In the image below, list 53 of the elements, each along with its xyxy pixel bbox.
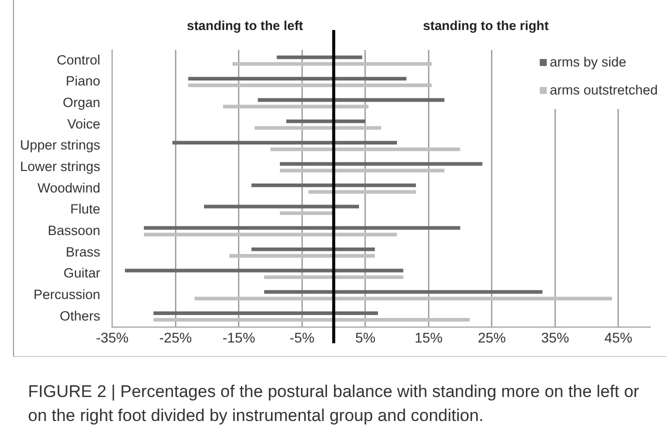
bar [280,162,482,166]
bar [264,290,542,294]
bar [270,147,460,152]
y-tick-label: Voice [67,116,100,132]
bar [254,126,382,130]
bar [264,275,404,280]
x-tick-label: 35% [541,329,570,346]
bar [153,311,378,316]
y-tick-label: Woodwind [37,180,100,196]
bar [229,254,375,258]
y-tick-label: Percussion [33,286,100,302]
bar [280,168,444,172]
bar [276,56,362,60]
bar [204,204,359,208]
x-tick-label: -5% [290,329,315,346]
bar [280,211,334,216]
text: standing to the left [186,18,304,33]
y-tick-label: Flute [70,202,100,217]
x-tick-label: -25% [159,329,192,346]
bar [251,183,416,188]
bar [308,190,416,194]
bar [188,76,406,80]
bar [251,247,375,252]
y-tick-label: Guitar [64,266,101,281]
bar [222,104,368,108]
x-tick-label: -35% [96,329,129,346]
caption: FIGURE 2 | Percentages of the postural balance with standing more on the left or on the right foot divided by instrumental group and condition. [28,381,640,427]
bar [286,120,366,124]
bar [258,98,444,102]
bar [194,296,612,300]
y-tick-label: Brass [66,244,101,260]
bar [144,232,397,236]
bar [144,226,460,230]
x-tick-label: 5% [355,329,376,346]
x-tick-label: -15% [222,329,256,346]
bar [188,83,432,88]
legend-label: arms by side [550,54,626,70]
y-tick-label: Others [60,308,101,324]
y-tick-label: Bassoon [48,222,100,238]
x-tick-label: 25% [478,329,506,346]
text: standing to the right [423,18,550,33]
y-tick-label: Control [56,52,100,68]
legend-label: arms outstretched [550,82,658,98]
x-tick-label: 45% [604,329,632,346]
y-tick-label: Upper strings [20,138,101,153]
y-tick-label: Lower strings [20,158,101,174]
bar [172,140,397,144]
y-tick-label: Piano [66,74,100,89]
bar [232,62,432,66]
x-tick-label: 15% [414,329,443,346]
bar [153,318,470,322]
bar [124,268,404,272]
y-tick-label: Organ [62,95,100,110]
